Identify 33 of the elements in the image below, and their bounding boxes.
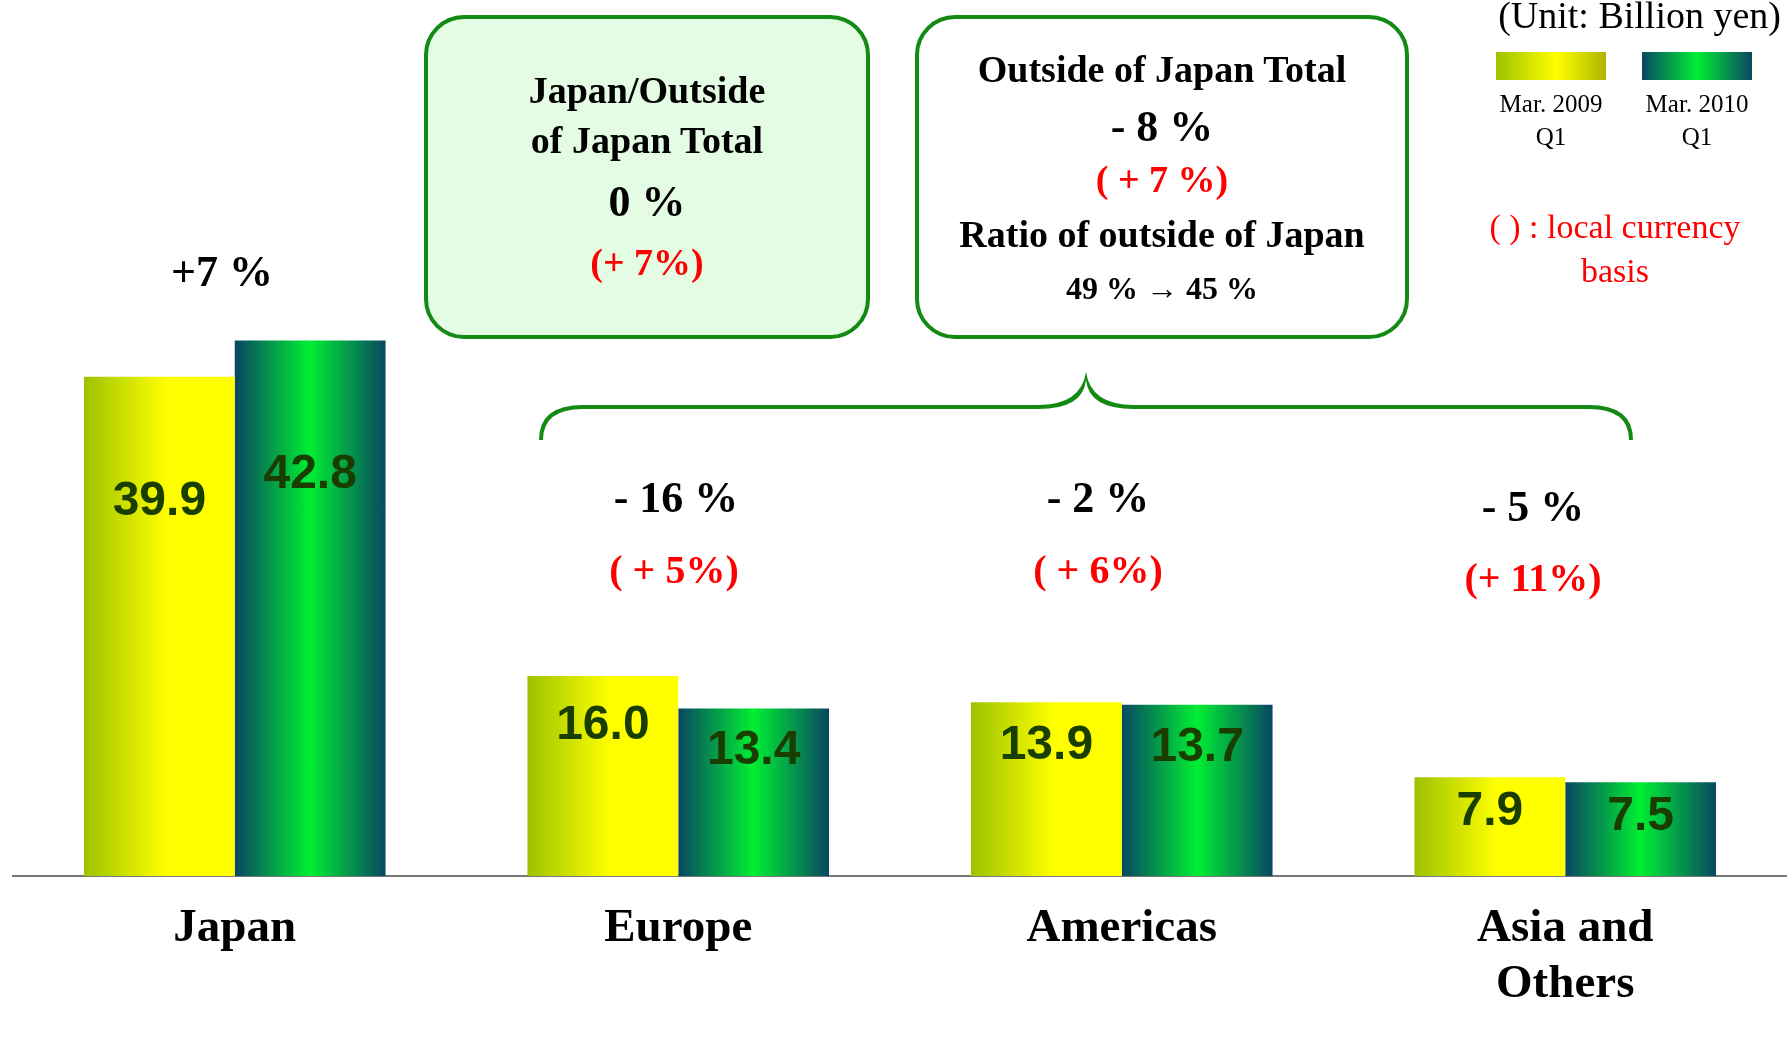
bar bbox=[1121, 704, 1273, 877]
x-tick-label: Americas bbox=[1026, 898, 1218, 951]
legend-label: Mar. 2010 Q1 bbox=[1645, 89, 1749, 152]
data-label: 39.9 bbox=[112, 471, 207, 525]
bar bbox=[678, 708, 830, 877]
x-tick-label: Asia and Others bbox=[1477, 898, 1654, 1007]
annotation: ( + 6%) bbox=[1032, 546, 1164, 594]
annotation: - 16 % bbox=[612, 472, 740, 524]
data-label: 16.0 bbox=[556, 696, 650, 750]
annotation: - 5 % bbox=[1480, 481, 1586, 533]
data-label: 13.9 bbox=[999, 715, 1094, 769]
bar bbox=[970, 702, 1122, 877]
bar bbox=[527, 675, 679, 877]
text: +7 % bbox=[169, 246, 275, 298]
bar bbox=[1565, 782, 1717, 877]
annotation: (+ 11%) bbox=[1463, 554, 1603, 602]
callout-box: Outside of Japan Total - 8 % ( + 7 %) Ratio of outside of Japan 49 % → 45 % bbox=[915, 15, 1409, 339]
data-label: 13.4 bbox=[706, 720, 801, 774]
data-label: 13.7 bbox=[1150, 717, 1244, 771]
annotation: - 2 % bbox=[1045, 472, 1151, 524]
callout-box: Japan/Outside of Japan Total 0 % (+ 7%) bbox=[424, 15, 870, 339]
bar bbox=[83, 376, 235, 877]
x-tick-label: Japan bbox=[173, 898, 297, 951]
x-tick-label: Europe bbox=[604, 898, 753, 951]
annotation: ( + 5%) bbox=[608, 546, 740, 594]
bar bbox=[1414, 777, 1566, 877]
data-label: 7.5 bbox=[1607, 786, 1675, 840]
bar bbox=[234, 340, 386, 877]
data-label: 7.9 bbox=[1456, 781, 1524, 835]
text: ( ) : local currency basis bbox=[1488, 207, 1742, 292]
data-label: 42.8 bbox=[263, 444, 357, 498]
legend-label: Mar. 2009 Q1 bbox=[1499, 89, 1603, 152]
text: (Unit: Billion yen) bbox=[1498, 0, 1781, 36]
